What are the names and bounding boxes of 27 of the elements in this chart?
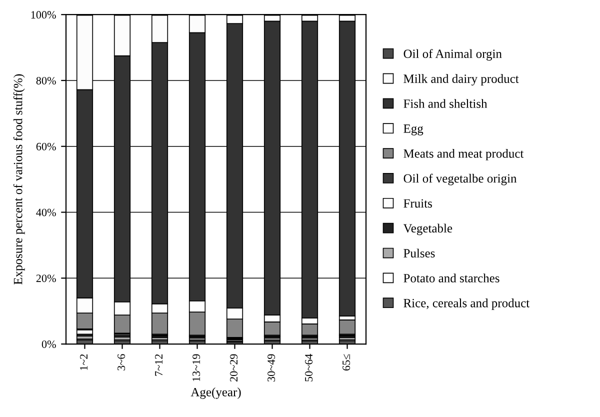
x-tick-label: 3~6: [118, 354, 126, 370]
y-tick-label: 0%: [42, 340, 56, 348]
legend-label: Fish and sheltish: [404, 99, 488, 108]
legend-label: Potato and starches: [404, 274, 500, 282]
x-axis-title: Age(year): [190, 388, 241, 399]
x-tick-label: 30~49: [268, 354, 276, 382]
x-tick-label: 13~19: [192, 354, 200, 382]
y-tick-label: 40%: [36, 208, 56, 216]
y-tick-label: 80%: [36, 76, 56, 84]
x-tick-label: 7~12: [155, 354, 162, 376]
y-tick-label: 100%: [31, 11, 56, 19]
legend-label: Oil of vegetalbe origin: [404, 174, 517, 186]
x-tick-label: 65≤: [342, 354, 350, 370]
y-axis-title: Exposure percent of various food stuff(%): [13, 74, 25, 285]
legend-label: Rice, cereals and product: [404, 298, 530, 310]
x-tick-label: 1~2: [80, 354, 88, 370]
legend-label: Pulses: [404, 248, 435, 258]
x-tick-label: 20~29: [230, 354, 238, 382]
y-tick-label: 20%: [36, 274, 56, 282]
legend-label: Oil of Animal orgin: [404, 49, 502, 61]
legend-label: Meats and meat product: [404, 148, 524, 160]
legend-label: Egg: [404, 124, 424, 136]
legend-label: Vegetable: [403, 224, 452, 236]
x-tick-label: 50~64: [305, 354, 313, 382]
y-tick-label: 60%: [36, 142, 56, 150]
legend-label: Fruits: [404, 199, 432, 208]
legend-label: Milk and dairy product: [404, 74, 519, 86]
